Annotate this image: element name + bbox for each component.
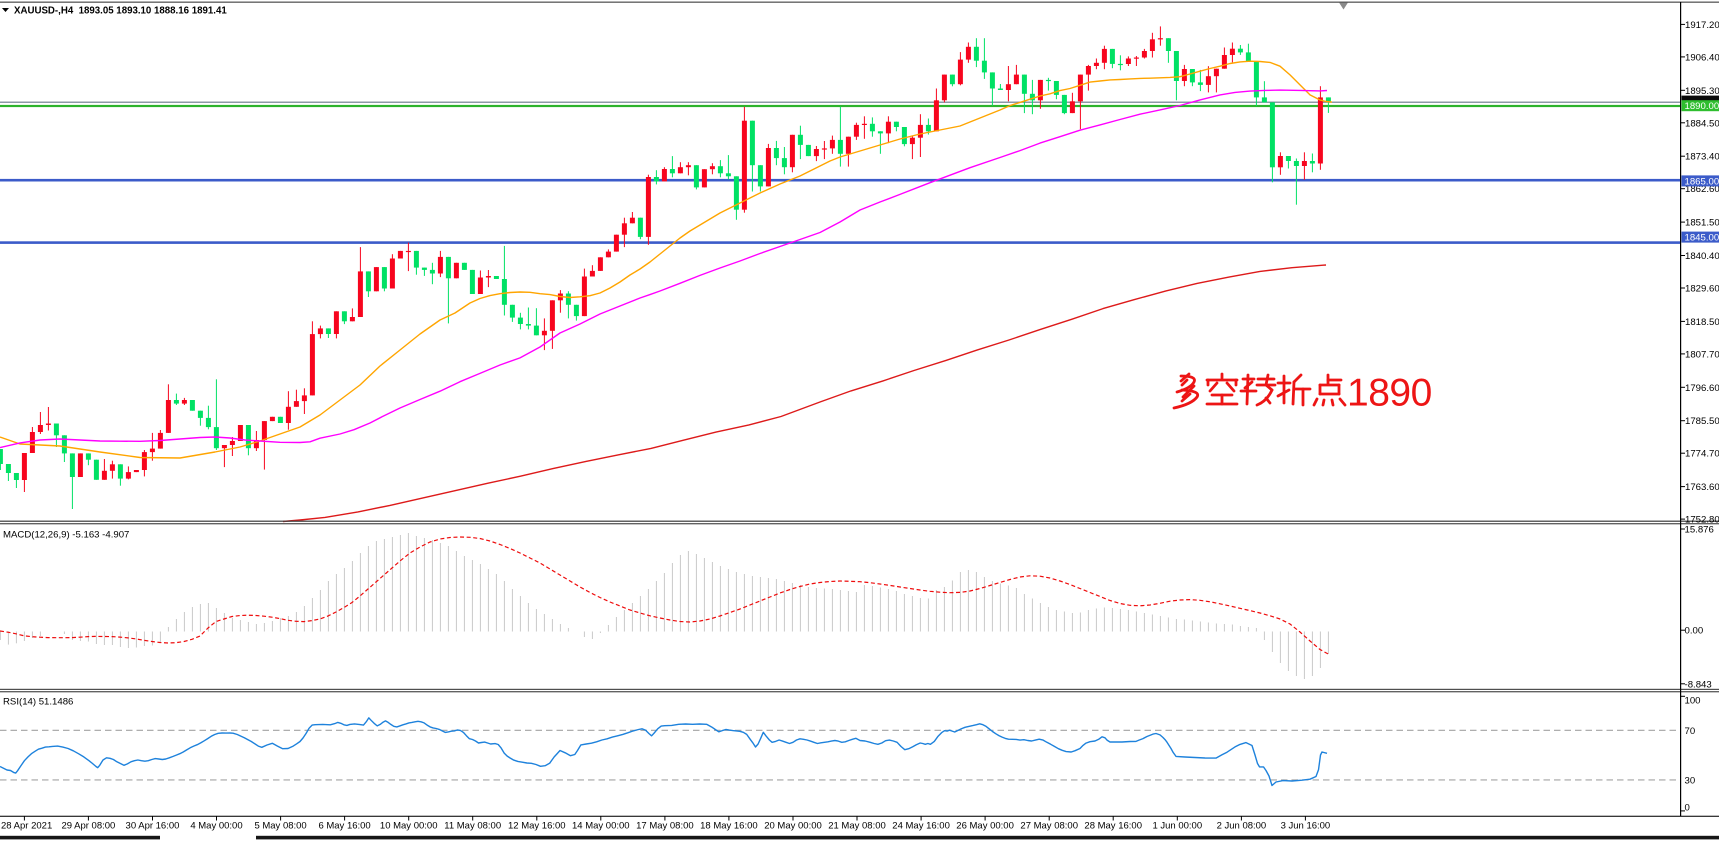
svg-text:1917.20: 1917.20	[1685, 20, 1719, 31]
svg-text:21 May 08:00: 21 May 08:00	[828, 821, 886, 832]
svg-text:0: 0	[1685, 803, 1690, 814]
svg-text:70: 70	[1685, 726, 1696, 737]
svg-text:1785.50: 1785.50	[1685, 416, 1719, 427]
svg-text:0.00: 0.00	[1685, 626, 1704, 637]
svg-text:5 May 08:00: 5 May 08:00	[254, 821, 306, 832]
svg-text:28 May 16:00: 28 May 16:00	[1084, 821, 1142, 832]
svg-text:30: 30	[1685, 775, 1696, 786]
svg-text:10 May 00:00: 10 May 00:00	[380, 821, 438, 832]
svg-text:-8.843: -8.843	[1685, 679, 1712, 690]
svg-text:3 Jun 16:00: 3 Jun 16:00	[1281, 821, 1331, 832]
svg-text:1840.40: 1840.40	[1685, 251, 1719, 262]
svg-text:1862.60: 1862.60	[1685, 184, 1719, 195]
svg-text:RSI(14) 51.1486: RSI(14) 51.1486	[3, 696, 73, 707]
svg-text:1865.00: 1865.00	[1685, 176, 1719, 187]
svg-text:100: 100	[1685, 696, 1701, 707]
svg-text:11 May 08:00: 11 May 08:00	[444, 821, 501, 832]
svg-text:1895.30: 1895.30	[1685, 86, 1719, 97]
svg-text:1818.50: 1818.50	[1685, 317, 1719, 328]
svg-text:4 May 00:00: 4 May 00:00	[190, 821, 242, 832]
svg-text:12 May 16:00: 12 May 16:00	[508, 821, 566, 832]
svg-text:14 May 00:00: 14 May 00:00	[572, 821, 630, 832]
svg-text:28 Apr 2021: 28 Apr 2021	[1, 821, 52, 832]
svg-text:1884.50: 1884.50	[1685, 118, 1719, 129]
svg-text:MACD(12,26,9) -5.163 -4.907: MACD(12,26,9) -5.163 -4.907	[3, 530, 129, 541]
svg-text:1 Jun 00:00: 1 Jun 00:00	[1152, 821, 1202, 832]
svg-text:18 May 16:00: 18 May 16:00	[700, 821, 758, 832]
svg-text:1796.60: 1796.60	[1685, 383, 1719, 394]
svg-text:29 Apr 08:00: 29 Apr 08:00	[61, 821, 115, 832]
svg-text:17 May 08:00: 17 May 08:00	[636, 821, 694, 832]
svg-text:1906.40: 1906.40	[1685, 52, 1719, 63]
svg-text:27 May 08:00: 27 May 08:00	[1020, 821, 1078, 832]
svg-text:1873.40: 1873.40	[1685, 152, 1719, 163]
svg-text:1752.80: 1752.80	[1685, 515, 1719, 526]
svg-text:20 May 00:00: 20 May 00:00	[764, 821, 822, 832]
svg-text:1851.50: 1851.50	[1685, 218, 1719, 229]
svg-text:6 May 16:00: 6 May 16:00	[318, 821, 370, 832]
svg-text:30 Apr 16:00: 30 Apr 16:00	[126, 821, 180, 832]
svg-text:24 May 16:00: 24 May 16:00	[892, 821, 950, 832]
svg-text:1845.00: 1845.00	[1685, 233, 1719, 244]
svg-text:1774.70: 1774.70	[1685, 449, 1719, 460]
svg-text:26 May 00:00: 26 May 00:00	[956, 821, 1014, 832]
svg-text:1807.70: 1807.70	[1685, 349, 1719, 360]
svg-text:1890: 1890	[1347, 372, 1432, 415]
svg-text:XAUUSD-,H4 1893.05 1893.10 18: XAUUSD-,H4 1893.05 1893.10 1888.16 1891.…	[14, 5, 227, 16]
svg-text:2 Jun 08:00: 2 Jun 08:00	[1217, 821, 1267, 832]
svg-text:1829.60: 1829.60	[1685, 284, 1719, 295]
svg-text:15.876: 15.876	[1685, 525, 1714, 536]
svg-text:1763.60: 1763.60	[1685, 482, 1719, 493]
svg-text:1890.00: 1890.00	[1685, 101, 1719, 112]
